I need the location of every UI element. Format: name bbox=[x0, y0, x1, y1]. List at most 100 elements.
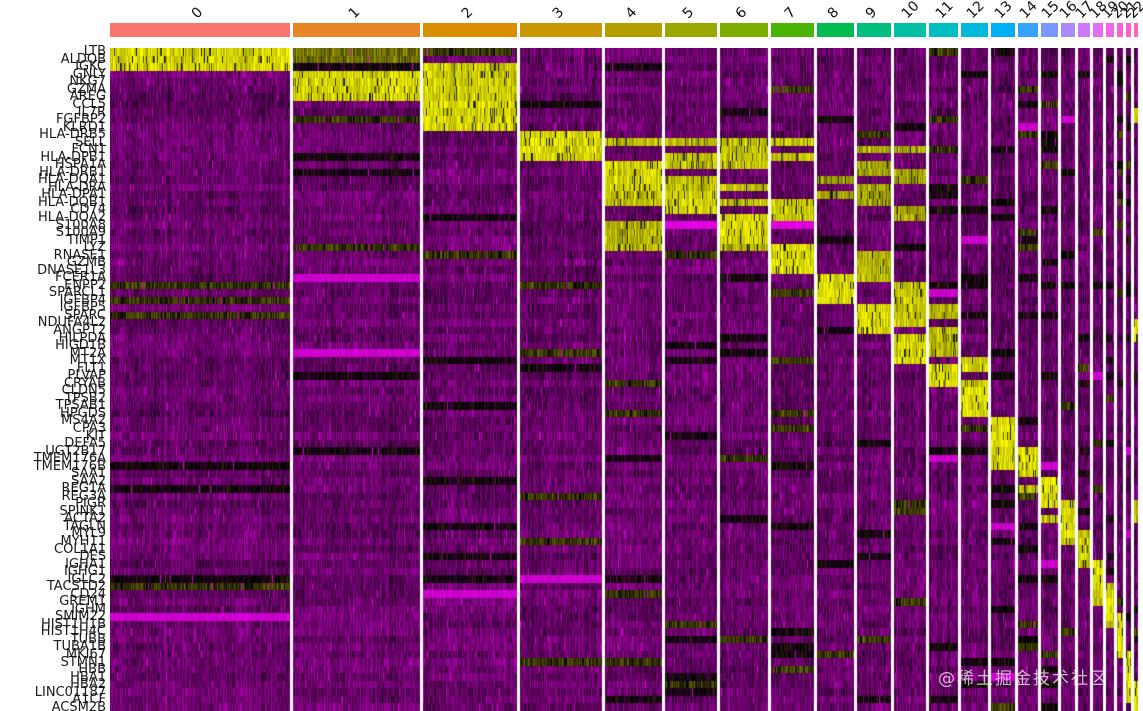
gene-label: GREM1 bbox=[59, 594, 106, 610]
gene-label: TMEM176B bbox=[33, 458, 106, 474]
gene-label: MS4A2 bbox=[61, 413, 106, 429]
cluster-color-bar bbox=[771, 23, 814, 37]
cluster-color-bar bbox=[1041, 23, 1058, 37]
cluster-color-bar bbox=[423, 23, 517, 37]
gene-label: PLVAP bbox=[67, 368, 106, 384]
gene-label: HLA-DQB1 bbox=[37, 194, 106, 210]
gene-label: IGKC bbox=[75, 59, 106, 75]
gene-label: SPINK1 bbox=[59, 503, 106, 519]
gene-label: HSPA1A bbox=[54, 157, 106, 173]
gene-label: AREG bbox=[69, 89, 106, 105]
cluster-color-bar bbox=[1117, 23, 1123, 37]
gene-label: SAA1 bbox=[71, 466, 106, 482]
gene-label: ANGPT2 bbox=[53, 323, 106, 339]
gene-label: IGHG1 bbox=[63, 564, 106, 580]
gene-label: HIST1H1B bbox=[40, 616, 106, 632]
gene-label: MT1X bbox=[69, 353, 106, 369]
gene-label: HLA-DPB1 bbox=[40, 149, 106, 165]
gene-label: A1CF bbox=[72, 692, 106, 708]
cluster-label: 3 bbox=[549, 4, 568, 22]
gene-label: HLA-DRA bbox=[47, 179, 106, 195]
cluster-color-bar bbox=[665, 23, 717, 37]
gene-label: NDUFA4L2 bbox=[37, 315, 106, 331]
gene-label: CD74 bbox=[70, 202, 106, 218]
gene-label: FGFBP2 bbox=[55, 112, 106, 128]
gene-label: REG3A bbox=[61, 488, 106, 504]
gene-label: TUBA1B bbox=[53, 639, 106, 655]
gene-label: MYL9 bbox=[71, 526, 106, 542]
cluster-label: 8 bbox=[824, 4, 842, 22]
gene-label: MKI67 bbox=[65, 646, 106, 662]
gene-label: ENPP2 bbox=[64, 277, 106, 293]
gene-label: TPSB2 bbox=[64, 390, 106, 406]
cluster-label: 11 bbox=[932, 0, 957, 23]
cluster-color-bar bbox=[110, 23, 290, 37]
cluster-color-bar bbox=[961, 23, 988, 37]
cluster-color-bar bbox=[1018, 23, 1038, 37]
cluster-label: 5 bbox=[679, 4, 698, 22]
cluster-color-bar bbox=[857, 23, 891, 37]
gene-label: HIGD1B bbox=[55, 338, 106, 354]
gene-label: CCL5 bbox=[72, 97, 106, 112]
cluster-color-bar bbox=[293, 23, 420, 37]
cluster-color-bar bbox=[1093, 23, 1103, 37]
gene-label: NKG7 bbox=[69, 74, 106, 90]
gene-label: HLA-DPA1 bbox=[41, 187, 106, 203]
gene-label: TPSAB1 bbox=[55, 398, 106, 414]
cluster-label: 7 bbox=[781, 4, 799, 22]
gene-label: IGLC2 bbox=[67, 571, 107, 587]
gene-label: ACTA2 bbox=[64, 511, 106, 527]
gene-label: S100A9 bbox=[55, 225, 106, 241]
gene-label: CPA3 bbox=[72, 420, 106, 436]
cluster-label: 2 bbox=[458, 4, 477, 22]
cluster-label: 4 bbox=[622, 4, 640, 22]
gene-label: KLRD1 bbox=[62, 119, 106, 135]
gene-label: REG1A bbox=[61, 481, 106, 497]
gene-label: HLA-DQA2 bbox=[37, 210, 106, 226]
gene-label: LINC01187 bbox=[34, 684, 106, 700]
gene-label: KIT bbox=[85, 428, 106, 444]
gene-label: TUBB bbox=[70, 631, 106, 647]
gene-label: FCER1A bbox=[55, 270, 106, 286]
gene-axis-labels: LTB ALDOB IGKC GNLY NKG7 GZMA AREG CCL5 IL7R FGFB… bbox=[0, 0, 107, 711]
cluster-color-bar bbox=[817, 23, 854, 37]
gene-label: GZMB bbox=[66, 255, 106, 271]
cluster-label: 12 bbox=[963, 0, 988, 23]
cluster-label: 13 bbox=[991, 0, 1016, 23]
gene-label: UGT2B17 bbox=[45, 443, 106, 459]
gene-label: FCN1 bbox=[71, 142, 106, 158]
cluster-color-bar bbox=[894, 23, 926, 37]
gene-label: HBB bbox=[78, 662, 106, 678]
gene-label: DNASE1L3 bbox=[37, 262, 106, 278]
gene-label: HLA-DRB5 bbox=[39, 127, 106, 143]
gene-label: SMIM22 bbox=[54, 609, 106, 625]
gene-label: SPARC bbox=[64, 307, 106, 323]
gene-label: RNASE1 bbox=[53, 247, 106, 263]
gene-label: IL7R bbox=[77, 104, 106, 120]
gene-label: MYH11 bbox=[60, 533, 106, 549]
cluster-color-bar bbox=[1134, 23, 1138, 37]
cluster-color-bar bbox=[520, 23, 602, 37]
gene-label: MT2A bbox=[69, 345, 106, 361]
gene-label: LYZ bbox=[83, 240, 106, 256]
gene-label: ACSM2B bbox=[51, 699, 106, 711]
heatmap-canvas bbox=[110, 48, 1141, 711]
cluster-color-bar bbox=[1078, 23, 1090, 37]
gene-label: COL1A1 bbox=[54, 541, 106, 557]
gene-label: TMEM176A bbox=[33, 451, 106, 467]
cluster-color-bar bbox=[929, 23, 958, 37]
gene-label: DEFA5 bbox=[64, 436, 106, 452]
gene-label: TIMP1 bbox=[66, 232, 106, 248]
gene-label: S100A8 bbox=[55, 217, 106, 233]
cluster-color-bar bbox=[991, 23, 1015, 37]
gene-label: HIST1H4C bbox=[40, 624, 106, 640]
cluster-color-bar bbox=[720, 23, 768, 37]
gene-label: HILPDA bbox=[58, 330, 106, 346]
gene-label: IGHA1 bbox=[65, 556, 106, 572]
cluster-color-bar bbox=[1126, 23, 1131, 37]
gene-label: TAGLN bbox=[63, 518, 106, 534]
cluster-label: 10 bbox=[898, 0, 923, 23]
gene-label: HPGDS bbox=[60, 405, 106, 421]
gene-label: IGFBP5 bbox=[59, 300, 106, 316]
